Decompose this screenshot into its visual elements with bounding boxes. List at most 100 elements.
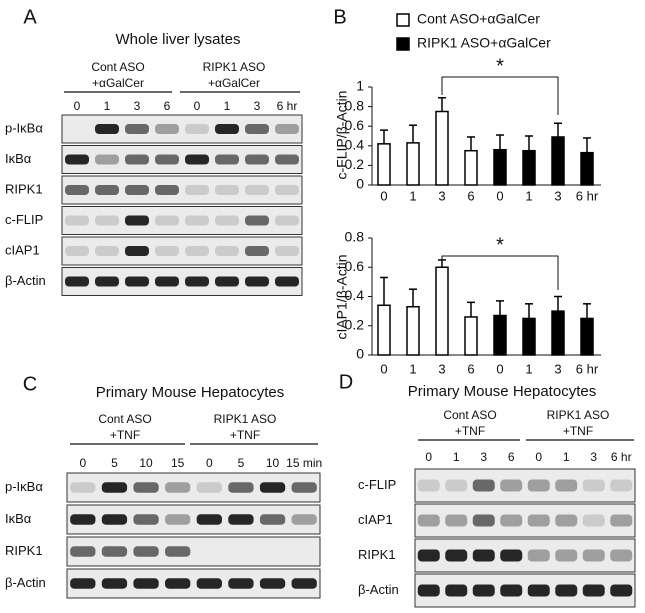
x-tick-label: 3: [438, 361, 445, 376]
y-axis-label: c-FLIP/β-Actin: [334, 91, 350, 180]
group-label: RIPK1 ASO: [203, 60, 266, 74]
panel-label: D: [339, 371, 353, 393]
panel-label: B: [333, 6, 346, 28]
band: [95, 276, 119, 287]
x-tick-label: 1: [409, 188, 416, 203]
band: [245, 154, 269, 165]
band: [155, 184, 179, 196]
band: [527, 514, 550, 527]
band: [275, 276, 299, 287]
panel-title: Whole liver lysates: [115, 31, 240, 48]
band: [610, 584, 633, 597]
x-tick-label: 0: [380, 188, 387, 203]
band: [610, 514, 633, 527]
band: [500, 514, 523, 527]
band: [196, 482, 222, 493]
band: [291, 514, 317, 525]
significance-mark: *: [496, 55, 504, 77]
band: [185, 245, 209, 257]
band: [185, 184, 209, 196]
band: [555, 584, 578, 597]
band: [215, 245, 239, 257]
bar: [406, 142, 420, 186]
band: [65, 184, 89, 196]
significance-bracket: [441, 255, 559, 290]
y-tick-label: 0.4: [345, 137, 365, 153]
x-tick-label: 3: [554, 188, 561, 203]
band: [165, 482, 191, 493]
row-label: p-IκBα: [5, 479, 43, 494]
group-label: +TNF: [110, 428, 140, 442]
band: [155, 245, 179, 257]
band: [196, 578, 222, 589]
row-label: β-Actin: [5, 273, 46, 288]
band: [215, 215, 239, 226]
panel-title: Primary Mouse Hepatocytes: [408, 383, 596, 400]
x-tick-label: 0: [496, 188, 503, 203]
band: [165, 514, 191, 525]
band: [155, 154, 179, 165]
group-label: +TNF: [455, 424, 485, 438]
band: [275, 245, 299, 257]
lane-label: 0: [425, 450, 432, 464]
band: [133, 514, 159, 525]
group-label: +αGalCer: [92, 76, 144, 90]
bar: [493, 314, 507, 356]
y-tick-label: 1: [356, 78, 364, 94]
lane-label: 6 hr: [277, 99, 298, 113]
lane-label: 15: [171, 456, 185, 470]
x-tick-label: 0: [496, 361, 503, 376]
x-tick-label: 6 hr: [576, 188, 599, 203]
band: [245, 245, 269, 257]
y-tick-label: 0.8: [345, 229, 365, 245]
y-tick-label: 0.2: [345, 316, 365, 332]
y-tick-label: 0.6: [345, 258, 365, 274]
band: [125, 154, 149, 165]
band: [215, 154, 239, 165]
row-label: β-Actin: [5, 575, 46, 590]
lane-label: 6: [508, 450, 515, 464]
lane-label: 3: [480, 450, 487, 464]
group-label: Cont ASO: [91, 60, 144, 74]
band: [95, 123, 119, 135]
band: [228, 578, 254, 589]
band: [500, 584, 523, 597]
band: [95, 215, 119, 226]
lane-label: 0: [206, 456, 213, 470]
band: [291, 578, 317, 589]
band: [527, 549, 550, 562]
legend-label: RIPK1 ASO+αGalCer: [417, 35, 551, 51]
band: [291, 482, 317, 493]
lane-label: 3: [590, 450, 597, 464]
row-label: RIPK1: [5, 543, 43, 558]
band: [70, 514, 96, 525]
band: [527, 479, 550, 492]
y-tick-label: 0.8: [345, 97, 365, 113]
band: [275, 154, 299, 165]
band: [65, 245, 89, 257]
y-axis-label: cIAP1/β-Actin: [334, 254, 350, 339]
band: [582, 549, 605, 562]
band: [245, 215, 269, 226]
band: [259, 578, 286, 589]
band: [259, 514, 286, 525]
y-tick-label: 0: [356, 176, 364, 192]
y-tick-label: 0.6: [345, 117, 365, 133]
row-label: cIAP1: [5, 242, 40, 257]
band: [527, 584, 550, 597]
band: [245, 276, 269, 287]
band: [155, 215, 179, 226]
row-label: RIPK1: [5, 181, 43, 196]
band: [101, 578, 128, 589]
lane-label: 10: [139, 456, 153, 470]
bar: [435, 110, 449, 186]
band: [417, 549, 440, 562]
band: [500, 479, 523, 492]
blot-strip: [414, 468, 636, 503]
bar: [551, 310, 565, 356]
y-tick-label: 0.2: [345, 156, 365, 172]
bar: [464, 149, 478, 186]
lane-label: 1: [453, 450, 460, 464]
lane-label: 5: [111, 456, 118, 470]
